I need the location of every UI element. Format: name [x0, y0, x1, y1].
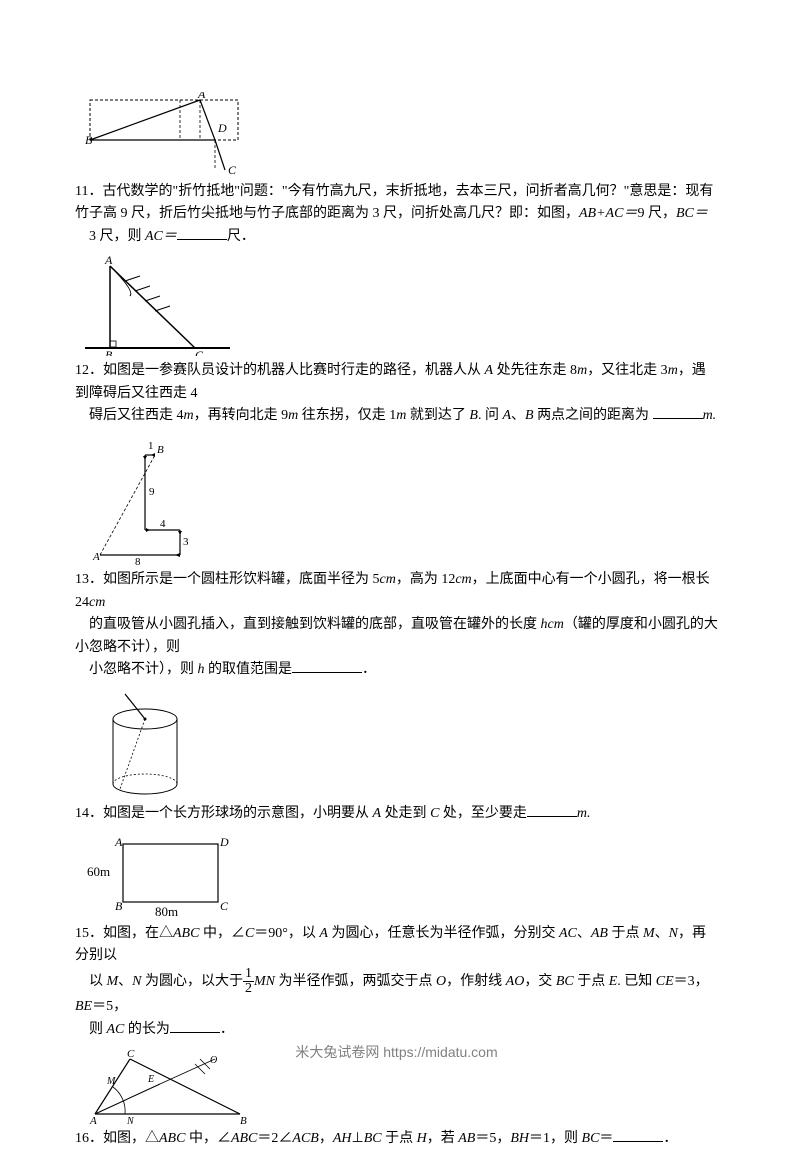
svg-text:8: 8 [135, 556, 141, 565]
cylinder-diagram [85, 689, 205, 799]
svg-text:D: D [219, 835, 229, 849]
problem-14-text: 14．如图是一个长方形球场的示意图，小明要从 A 处走到 C 处，至少要走m. [75, 806, 591, 821]
svg-text:3: 3 [183, 536, 189, 548]
problem-11: 11．古代数学的"折竹抵地"问题："今有竹高九尺，末折抵地，去本三尺，问折者高几… [75, 181, 718, 248]
rectangle-field-diagram: A D B C 60m 80m [85, 834, 245, 919]
svg-text:4: 4 [160, 518, 166, 530]
svg-text:A: A [114, 835, 123, 849]
blank-15 [170, 1019, 220, 1033]
svg-text:E: E [147, 1074, 154, 1085]
problem-15: 15．如图，在△ABC 中，∠C＝90°，以 A 为圆心，任意长为半径作弧，分别… [75, 923, 718, 1042]
svg-text:B: B [85, 133, 93, 147]
figure-12: A B 8 3 4 9 1 [85, 435, 718, 565]
robot-path-diagram: A B 8 3 4 9 1 [85, 435, 215, 565]
blank-16 [613, 1128, 663, 1142]
problem-12-text: 12．如图是一参赛队员设计的机器人比赛时行走的路径，机器人从 A 处先往东走 8… [75, 363, 716, 423]
figure-11: A B C [85, 256, 718, 356]
page-footer: 米大兔试卷网 https://midatu.com [0, 1042, 793, 1062]
blank-11 [177, 226, 227, 240]
svg-text:A: A [92, 551, 100, 563]
figure-13 [85, 689, 718, 799]
svg-text:A: A [104, 256, 113, 267]
svg-text:C: C [220, 899, 229, 913]
svg-text:M: M [106, 1076, 116, 1087]
bamboo-diagram: A B C [85, 256, 235, 356]
svg-text:A: A [197, 92, 206, 101]
triangle-fold-diagram: A B C D [85, 92, 245, 177]
figure-14: A D B C 60m 80m [85, 834, 718, 919]
svg-text:80m: 80m [155, 904, 178, 919]
problem-16: 16．如图，△ABC 中，∠ABC＝2∠ACB，AH⊥BC 于点 H，若 AB＝… [75, 1128, 718, 1150]
svg-text:N: N [126, 1116, 135, 1124]
blank-13 [292, 659, 362, 673]
svg-text:60m: 60m [87, 864, 110, 879]
svg-text:9: 9 [149, 486, 155, 498]
blank-12 [653, 405, 703, 419]
blank-14 [527, 803, 577, 817]
svg-text:B: B [115, 899, 123, 913]
svg-text:C: C [195, 348, 204, 356]
problem-16-text: 16．如图，△ABC 中，∠ABC＝2∠ACB，AH⊥BC 于点 H，若 AB＝… [75, 1131, 677, 1146]
problem-15-text: 15．如图，在△ABC 中，∠C＝90°，以 A 为圆心，任意长为半径作弧，分别… [75, 926, 709, 1037]
problem-14: 14．如图是一个长方形球场的示意图，小明要从 A 处走到 C 处，至少要走m. [75, 803, 718, 825]
problem-12: 12．如图是一参赛队员设计的机器人比赛时行走的路径，机器人从 A 处先往东走 8… [75, 360, 718, 427]
figure-10: A B C D [85, 92, 718, 177]
svg-text:A: A [89, 1115, 97, 1124]
problem-13: 13．如图所示是一个圆柱形饮料罐，底面半径为 5cm，高为 12cm，上底面中心… [75, 569, 718, 681]
problem-13-text: 13．如图所示是一个圆柱形饮料罐，底面半径为 5cm，高为 12cm，上底面中心… [75, 572, 718, 677]
svg-text:B: B [240, 1115, 247, 1124]
svg-text:B: B [105, 348, 113, 356]
svg-text:C: C [228, 163, 237, 177]
svg-text:B: B [157, 444, 164, 456]
svg-text:D: D [217, 121, 227, 135]
problem-11-text: 11．古代数学的"折竹抵地"问题："今有竹高九尺，末折抵地，去本三尺，问折者高几… [75, 184, 713, 244]
svg-text:1: 1 [148, 440, 154, 452]
